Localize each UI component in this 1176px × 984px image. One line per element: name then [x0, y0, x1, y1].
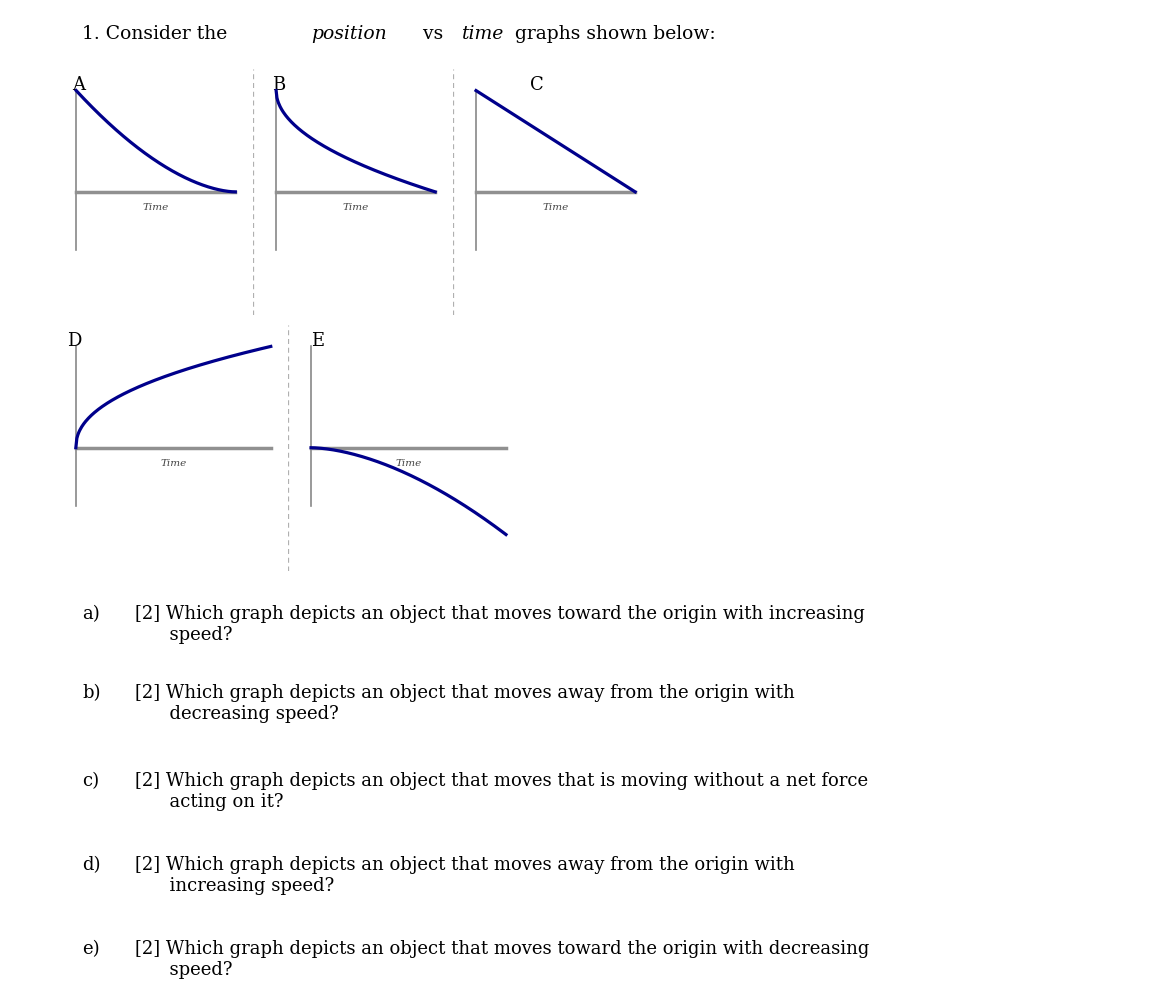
Text: b): b) — [82, 684, 101, 702]
Text: A: A — [73, 76, 86, 94]
Text: B: B — [273, 76, 286, 94]
Text: time: time — [462, 25, 505, 42]
Text: [2] Which graph depicts an object that moves away from the origin with
      dec: [2] Which graph depicts an object that m… — [135, 684, 795, 722]
Text: position: position — [312, 25, 387, 42]
Text: a): a) — [82, 605, 100, 623]
Text: [2] Which graph depicts an object that moves toward the origin with increasing
 : [2] Which graph depicts an object that m… — [135, 605, 866, 644]
Text: d): d) — [82, 856, 101, 874]
Text: c): c) — [82, 772, 100, 790]
Text: graphs shown below:: graphs shown below: — [509, 25, 716, 42]
Text: D: D — [67, 332, 81, 350]
Text: Time: Time — [342, 204, 369, 213]
Text: E: E — [310, 332, 325, 350]
Text: Time: Time — [395, 460, 422, 468]
Text: [2] Which graph depicts an object that moves that is moving without a net force
: [2] Which graph depicts an object that m… — [135, 772, 868, 811]
Text: vs: vs — [417, 25, 449, 42]
Text: [2] Which graph depicts an object that moves away from the origin with
      inc: [2] Which graph depicts an object that m… — [135, 856, 795, 894]
Text: e): e) — [82, 940, 100, 957]
Text: [2] Which graph depicts an object that moves toward the origin with decreasing
 : [2] Which graph depicts an object that m… — [135, 940, 869, 978]
Text: Time: Time — [160, 460, 187, 468]
Text: 1. Consider the: 1. Consider the — [82, 25, 234, 42]
Text: C: C — [530, 76, 544, 94]
Text: Time: Time — [542, 204, 569, 213]
Text: Time: Time — [142, 204, 169, 213]
